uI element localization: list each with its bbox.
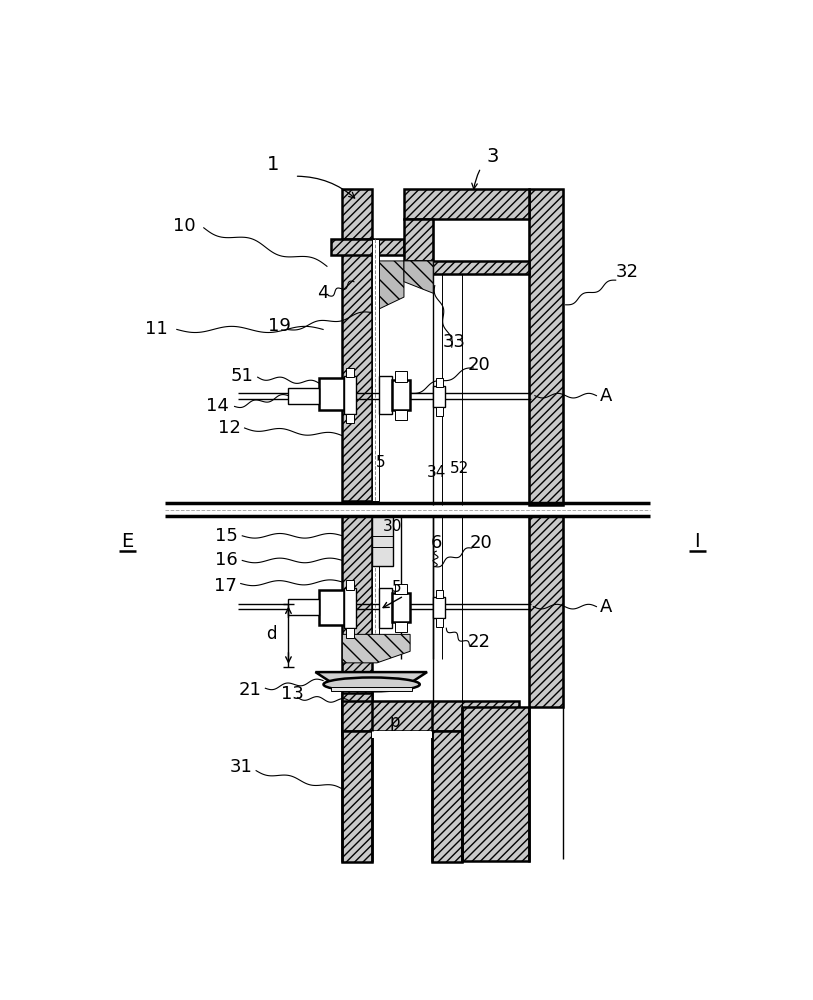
Bar [528, 189, 563, 505]
Bar [346, 368, 354, 377]
Text: 4: 4 [317, 284, 328, 302]
Text: p: p [389, 713, 400, 731]
Bar [433, 386, 445, 407]
Bar [433, 731, 462, 862]
Bar [342, 701, 520, 731]
Text: 20: 20 [470, 534, 493, 552]
Bar [320, 378, 344, 410]
Bar [392, 380, 410, 410]
Text: A: A [600, 387, 613, 405]
Polygon shape [315, 672, 427, 682]
Bar [404, 219, 433, 261]
Bar [342, 516, 372, 735]
Text: 30: 30 [383, 519, 402, 534]
Bar [433, 597, 445, 618]
Text: 32: 32 [615, 263, 639, 281]
Text: 34: 34 [427, 465, 446, 480]
Text: 12: 12 [218, 419, 241, 437]
Bar [380, 376, 392, 414]
Text: 33: 33 [442, 333, 466, 351]
Bar [289, 388, 320, 404]
Bar [320, 590, 344, 625]
Bar [462, 707, 528, 861]
Bar [344, 588, 356, 628]
Text: 31: 31 [229, 758, 252, 776]
Bar [436, 590, 443, 598]
Polygon shape [342, 634, 410, 663]
Bar [342, 239, 372, 501]
Text: 3: 3 [486, 147, 498, 166]
Bar [436, 407, 443, 416]
Text: 1: 1 [267, 155, 279, 174]
Text: 17: 17 [214, 577, 237, 595]
Bar [342, 731, 372, 862]
Text: 6: 6 [431, 534, 442, 552]
Bar [395, 584, 407, 594]
Text: d: d [267, 625, 276, 643]
Bar [342, 693, 372, 735]
Bar [395, 622, 407, 632]
Bar [346, 414, 354, 423]
Text: E: E [120, 532, 133, 551]
Bar [372, 516, 393, 566]
Text: 13: 13 [280, 685, 304, 703]
Text: 11: 11 [145, 320, 167, 338]
Bar [342, 189, 372, 239]
Bar [372, 239, 380, 501]
Text: 22: 22 [468, 633, 491, 651]
Text: 5: 5 [391, 580, 401, 595]
Text: 15: 15 [215, 527, 238, 545]
Text: 52: 52 [450, 461, 469, 476]
Text: 5: 5 [376, 455, 385, 470]
Polygon shape [331, 239, 404, 255]
Bar [404, 189, 528, 219]
Polygon shape [331, 687, 411, 691]
Bar [433, 516, 528, 707]
Polygon shape [372, 261, 404, 312]
Text: 20: 20 [468, 356, 491, 374]
Text: 14: 14 [207, 397, 229, 415]
Ellipse shape [324, 677, 420, 691]
Bar [436, 618, 443, 627]
Bar [289, 599, 320, 615]
Bar [380, 588, 392, 628]
Bar [346, 628, 354, 638]
Text: 21: 21 [238, 681, 262, 699]
Bar [395, 410, 407, 420]
Bar [372, 731, 433, 738]
Text: I: I [693, 532, 699, 551]
Bar [433, 219, 528, 505]
Bar [372, 516, 380, 651]
Polygon shape [404, 261, 528, 274]
Bar [528, 516, 563, 707]
Bar [346, 580, 354, 590]
Text: A: A [600, 598, 613, 616]
Bar [436, 378, 443, 387]
Bar [392, 593, 410, 622]
Polygon shape [404, 261, 433, 293]
Text: 51: 51 [231, 367, 254, 385]
Text: 16: 16 [215, 551, 238, 569]
Text: 10: 10 [173, 217, 196, 235]
Bar [395, 371, 407, 382]
Text: 19: 19 [267, 317, 291, 335]
Bar [344, 376, 356, 414]
